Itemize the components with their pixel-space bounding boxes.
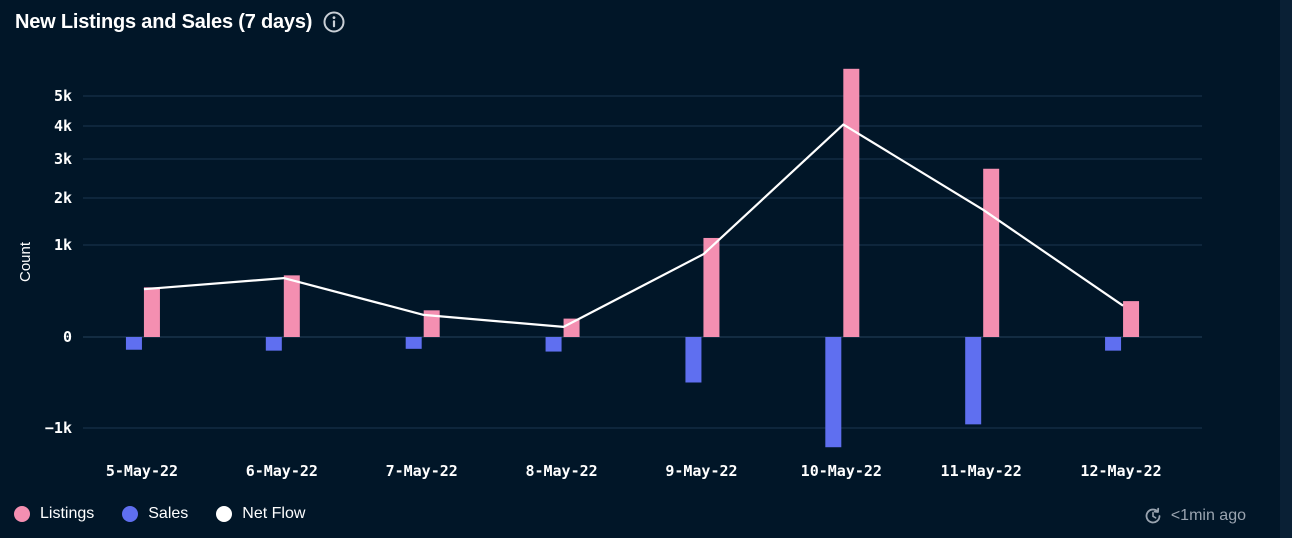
- listings-bar[interactable]: [703, 237, 720, 337]
- net-flow-line-group: [143, 123, 1124, 328]
- info-icon[interactable]: [322, 10, 346, 34]
- legend: Listings Sales Net Flow: [14, 505, 305, 523]
- y-axis-label: Count: [17, 241, 34, 282]
- legend-label-sales: Sales: [148, 505, 189, 522]
- net-flow-line[interactable]: [143, 123, 1124, 328]
- y-tick-label: 1k: [54, 236, 72, 254]
- legend-item-sales[interactable]: Sales: [122, 505, 188, 523]
- y-tick-label: 5k: [54, 87, 72, 105]
- listings-bar[interactable]: [983, 168, 1000, 337]
- x-tick-label: 6-May-22: [246, 462, 318, 480]
- legend-item-listings[interactable]: Listings: [14, 505, 94, 523]
- x-tick-label: 5-May-22: [106, 462, 178, 480]
- x-tick-label: 11-May-22: [941, 462, 1022, 480]
- x-tick-label: 7-May-22: [386, 462, 458, 480]
- x-tick-label: 12-May-22: [1080, 462, 1161, 480]
- y-tick-label: 0: [63, 328, 72, 346]
- sales-bar[interactable]: [265, 337, 282, 351]
- x-tick-label: 9-May-22: [665, 462, 737, 480]
- grid-lines: [83, 95, 1202, 429]
- sales-swatch: [122, 506, 139, 522]
- legend-item-net-flow[interactable]: Net Flow: [216, 505, 305, 523]
- listings-bar[interactable]: [283, 275, 300, 337]
- listings-swatch: [14, 506, 30, 522]
- listings-bar[interactable]: [843, 68, 860, 338]
- y-tick-label: −1k: [45, 419, 72, 437]
- updated-text: <1min ago: [1170, 507, 1246, 524]
- x-axis-ticks: 5-May-22 6-May-22 7-May-22 8-May-22 9-May-22…: [106, 462, 1162, 480]
- chart-title: New Listings and Sales (7 days): [15, 10, 313, 33]
- sales-bar[interactable]: [545, 337, 562, 352]
- sales-bar[interactable]: [825, 337, 842, 448]
- bars: [125, 68, 1140, 448]
- listings-bar[interactable]: [1123, 301, 1140, 337]
- title-row: New Listings and Sales (7 days): [15, 10, 346, 34]
- x-tick-label: 10-May-22: [801, 462, 882, 480]
- sales-bar[interactable]: [405, 337, 422, 349]
- listings-bar[interactable]: [563, 318, 580, 337]
- legend-label-listings: Listings: [40, 505, 95, 522]
- y-axis-ticks: −1k 0 1k 2k 3k 4k 5k: [45, 87, 72, 437]
- sales-bar[interactable]: [1105, 337, 1122, 351]
- x-tick-label: 8-May-22: [525, 462, 597, 480]
- listings-bar[interactable]: [143, 287, 160, 337]
- last-updated: <1min ago: [1143, 506, 1246, 526]
- y-tick-label: 4k: [54, 117, 72, 135]
- sales-bar[interactable]: [125, 337, 142, 350]
- legend-label-net-flow: Net Flow: [242, 505, 306, 522]
- sales-bar[interactable]: [965, 337, 982, 425]
- net-flow-swatch: [216, 506, 233, 522]
- y-tick-label: 3k: [54, 150, 72, 168]
- sales-bar[interactable]: [685, 337, 702, 383]
- chart-plot: −1k 0 1k 2k 3k 4k 5k Count 5-May-22 6-May-22 7-M…: [17, 68, 1202, 480]
- card-edge: [1280, 0, 1292, 538]
- y-tick-label: 2k: [54, 189, 72, 207]
- refresh-clock-icon: [1143, 506, 1163, 526]
